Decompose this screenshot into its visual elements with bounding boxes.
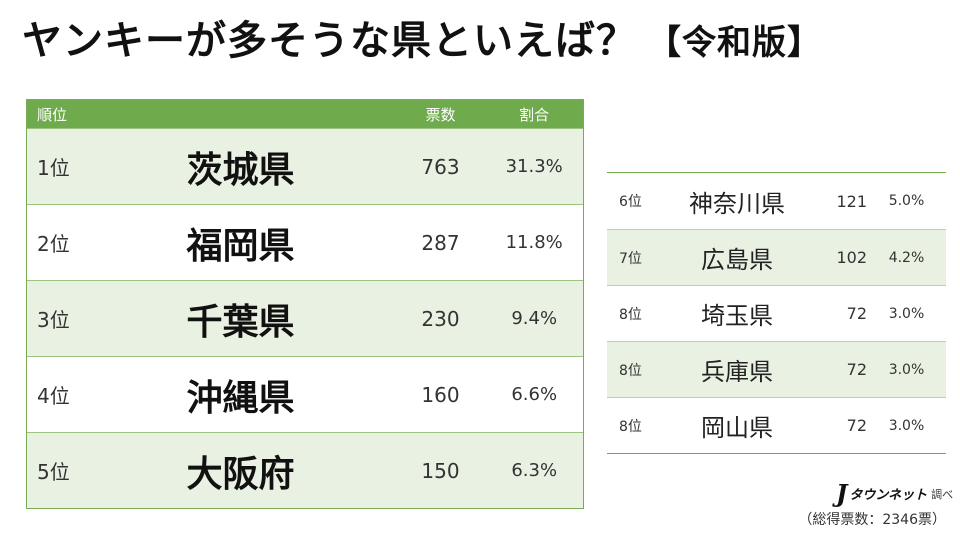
title-text: ヤンキーが多そうな県といえば？: [22, 18, 637, 64]
row-prefecture: 埼玉県: [701, 302, 773, 330]
table-row: 8位 岡山県 72 3.0%: [607, 397, 946, 453]
table-row: 1位 茨城県 763 31.3%: [27, 128, 583, 204]
header-votes: 票数: [425, 105, 456, 124]
row-pct: 31.3%: [505, 156, 563, 177]
row-prefecture: 茨城県: [186, 149, 295, 191]
total-votes-note: （総得票数：2346票）: [798, 512, 946, 528]
row-votes: 150: [421, 458, 460, 483]
row-rank: 8位: [619, 418, 642, 435]
row-pct: 3.0%: [888, 305, 925, 322]
title-edition: 【令和版】: [647, 23, 822, 63]
row-votes: 763: [421, 154, 460, 179]
header-rank: 順位: [37, 105, 68, 124]
row-votes: 72: [846, 416, 867, 435]
table-row: 3位 千葉県 230 9.4%: [27, 280, 583, 356]
row-rank: 2位: [37, 232, 70, 256]
row-rank: 4位: [37, 384, 70, 408]
table-row: 8位 兵庫県 72 3.0%: [607, 341, 946, 397]
row-pct: 6.3%: [511, 460, 558, 481]
header-pct: 割合: [519, 105, 550, 124]
row-pct: 4.2%: [888, 249, 925, 266]
row-prefecture: 岡山県: [701, 414, 773, 442]
table-header: 順位 票数 割合: [27, 100, 583, 128]
row-rank: 3位: [37, 308, 70, 332]
row-prefecture: 神奈川県: [689, 189, 785, 218]
row-prefecture: 千葉県: [186, 301, 295, 343]
row-prefecture: 兵庫県: [701, 358, 773, 386]
row-votes: 230: [421, 306, 460, 331]
row-prefecture: 大阪府: [186, 453, 295, 495]
row-pct: 6.6%: [511, 384, 558, 405]
row-pct: 5.0%: [888, 193, 925, 209]
source-logo-text: タウンネット: [849, 488, 928, 503]
table-row: 6位 神奈川県 121 5.0%: [607, 173, 946, 229]
row-votes: 72: [846, 304, 867, 323]
table-row: 7位 広島県 102 4.2%: [607, 229, 946, 285]
row-rank: 5位: [37, 460, 70, 484]
table-row: 8位 埼玉県 72 3.0%: [607, 285, 946, 341]
row-prefecture: 福岡県: [186, 225, 295, 267]
row-votes: 160: [421, 382, 460, 407]
row-rank: 6位: [619, 194, 642, 210]
table-row: 2位 福岡県 287 11.8%: [27, 204, 583, 280]
page-title: ヤンキーが多そうな県といえば？ 【令和版】: [22, 8, 822, 66]
row-rank: 7位: [619, 250, 642, 267]
row-rank: 8位: [619, 306, 642, 323]
row-votes: 287: [421, 230, 460, 255]
ranking-table-rest: 6位 神奈川県 121 5.0% 7位 広島県 102 4.2% 8位 埼玉県 …: [607, 172, 946, 454]
row-prefecture: 広島県: [701, 246, 773, 274]
row-pct: 3.0%: [888, 417, 925, 434]
row-pct: 9.4%: [511, 308, 558, 329]
table-row: 5位 大阪府 150 6.3%: [27, 432, 583, 508]
row-prefecture: 沖縄県: [186, 377, 295, 419]
row-rank: 8位: [619, 362, 642, 379]
row-votes: 72: [846, 360, 867, 379]
source-by: 調べ: [931, 487, 954, 501]
row-votes: 121: [836, 191, 867, 211]
row-votes: 102: [836, 248, 867, 267]
ranking-table-top: 順位 票数 割合 1位 茨城県 763 31.3% 2位 福岡県 287 11.…: [26, 99, 584, 509]
row-pct: 11.8%: [505, 232, 563, 253]
source-credit: J タウンネット 調べ: [836, 479, 953, 508]
source-logo-j: J: [836, 479, 848, 508]
row-rank: 1位: [37, 156, 70, 180]
table-row: 4位 沖縄県 160 6.6%: [27, 356, 583, 432]
row-pct: 3.0%: [888, 361, 925, 378]
